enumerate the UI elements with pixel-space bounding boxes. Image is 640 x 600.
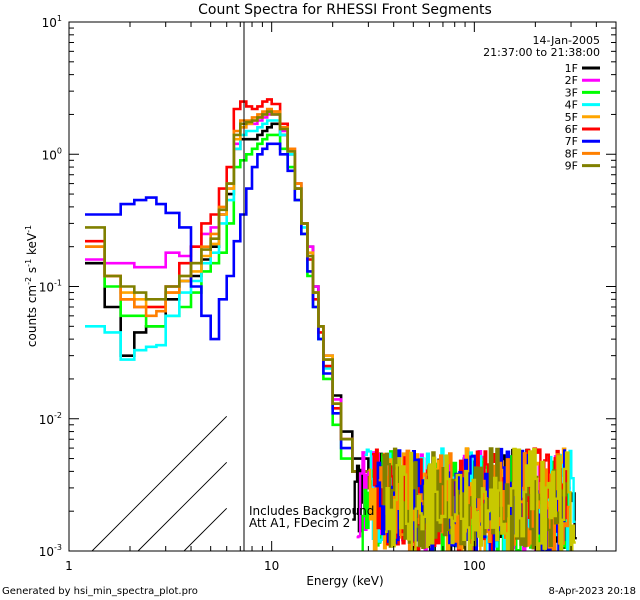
y-tick-label: 101	[42, 14, 62, 30]
x-tick-label: 1	[65, 559, 73, 573]
date-label: 14-Jan-2005	[533, 34, 601, 47]
legend-label: 1F	[565, 62, 578, 75]
legend-label: 5F	[565, 111, 578, 124]
annotation-attenuator: Att A1, FDecim 2	[249, 516, 350, 530]
y-tick-label: 10-3	[39, 543, 62, 559]
y-tick-label: 10-2	[39, 411, 62, 427]
spectrum-line	[85, 107, 394, 513]
spectrum-line	[85, 110, 394, 513]
spectrum-line	[85, 110, 394, 513]
y-tick-label: 100	[42, 146, 62, 162]
excluded-energy-hatch	[91, 415, 228, 552]
spectrum-line	[85, 119, 394, 513]
time-range-label: 21:37:00 to 21:38:00	[483, 46, 600, 59]
legend-label: 8F	[565, 147, 578, 160]
legend-label: 2F	[565, 74, 578, 87]
legend-label: 7F	[565, 135, 578, 148]
y-tick-label: 10-1	[39, 279, 62, 295]
noise-line	[368, 447, 568, 551]
footer-generated-by: Generated by hsi_min_spectra_plot.pro	[2, 586, 198, 597]
annotation-background: Includes Background	[249, 504, 374, 518]
hatch-line	[91, 415, 228, 552]
legend-label: 4F	[565, 99, 578, 112]
spectrum-line	[85, 122, 394, 513]
spectrum-line	[85, 113, 394, 513]
chart-title: Count Spectra for RHESSI Front Segments	[198, 2, 492, 18]
y-axis-label: counts cm-2 s-1 keV-1	[24, 225, 39, 347]
hatch-line	[137, 461, 228, 552]
legend-label: 6F	[565, 123, 578, 136]
spectrum-curves	[85, 98, 577, 551]
noise-line	[385, 447, 576, 551]
legend-label: 3F	[565, 86, 578, 99]
footer-timestamp: 8-Apr-2023 20:18	[549, 586, 636, 597]
x-tick-label: 100	[463, 559, 486, 573]
x-tick-label: 10	[264, 559, 279, 573]
spectrum-line	[85, 142, 394, 513]
x-axis-label: Energy (keV)	[306, 574, 383, 588]
spectrum-line	[85, 133, 394, 513]
y-axis-ticks: 10-3 10-2 10-1 100 101	[39, 14, 616, 559]
hatch-line	[183, 507, 228, 552]
legend-label: 9F	[565, 160, 578, 173]
x-axis-ticks: 1 10 100	[65, 22, 617, 573]
